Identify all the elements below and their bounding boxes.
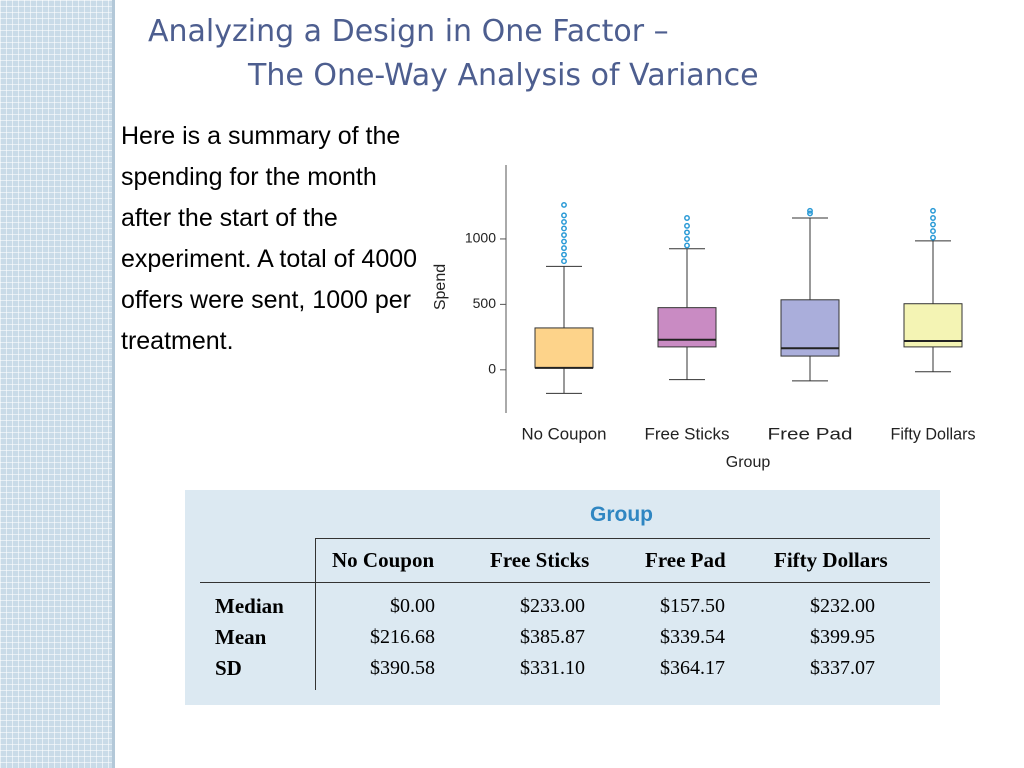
cell: $337.07 xyxy=(810,657,875,679)
cell: $0.00 xyxy=(390,595,435,617)
outlier xyxy=(561,258,567,265)
box xyxy=(780,299,840,357)
outlier xyxy=(684,235,690,242)
rule xyxy=(200,582,930,583)
group-header: Group xyxy=(590,503,653,526)
row-label: SD xyxy=(215,656,242,680)
body-text: Here is a summary of the spending for th… xyxy=(121,122,418,355)
outlier xyxy=(684,242,690,249)
outlier xyxy=(807,207,813,214)
outlier xyxy=(561,251,567,258)
outlier xyxy=(684,229,690,236)
cell: $385.87 xyxy=(520,626,585,648)
outlier xyxy=(684,222,690,229)
cell: $399.95 xyxy=(810,626,875,648)
x-tick-label: Free Pad xyxy=(768,424,853,443)
cell: $157.50 xyxy=(660,595,725,617)
y-tick-label: 0 xyxy=(488,361,496,377)
cell: $216.68 xyxy=(370,626,435,648)
row-label: Mean xyxy=(215,625,267,649)
x-tick-label: Free Sticks xyxy=(645,424,730,443)
y-tick-label: 1000 xyxy=(465,230,496,246)
row-label: Median xyxy=(215,594,284,618)
outlier xyxy=(561,232,567,238)
outlier xyxy=(930,221,936,228)
outlier xyxy=(930,215,936,221)
y-tick-label: 500 xyxy=(473,295,497,311)
column-header: Free Pad xyxy=(645,548,726,572)
rule xyxy=(315,538,930,539)
column-header: Fifty Dollars xyxy=(774,548,888,572)
box xyxy=(903,303,963,348)
outlier xyxy=(930,234,936,241)
side-strip xyxy=(0,0,115,768)
chart: Spend Group 0 500 1000 No Coupon Free Sticks… xyxy=(432,165,976,471)
box xyxy=(657,307,717,348)
outlier xyxy=(561,218,567,225)
column-header: No Coupon xyxy=(332,548,435,572)
cell: $331.10 xyxy=(520,657,585,679)
outlier xyxy=(561,225,567,232)
cell: $233.00 xyxy=(520,595,585,617)
x-axis-label: Group xyxy=(726,454,771,471)
x-tick-label: Fifty Dollars xyxy=(891,424,976,443)
outlier xyxy=(561,238,567,245)
outlier xyxy=(561,212,567,219)
outlier xyxy=(807,210,813,217)
outlier xyxy=(561,245,567,252)
column-header: Free Sticks xyxy=(490,548,590,572)
outlier xyxy=(561,201,567,208)
cell: $339.54 xyxy=(660,626,725,648)
x-tick-label: No Coupon xyxy=(522,424,607,443)
cell: $232.00 xyxy=(810,595,875,617)
title-line: Analyzing a Design in One Factor – xyxy=(148,14,669,49)
cell: $364.17 xyxy=(660,657,725,679)
y-axis-label: Spend xyxy=(432,264,449,310)
outlier xyxy=(930,228,936,235)
summary-table: Group No Coupon Free Sticks Free Pad Fif… xyxy=(185,490,940,705)
rule xyxy=(315,538,316,690)
box xyxy=(534,327,594,369)
title-line: The One-Way Analysis of Variance xyxy=(248,58,759,93)
outlier xyxy=(684,215,690,221)
cell: $390.58 xyxy=(370,657,435,679)
outlier xyxy=(930,207,936,214)
